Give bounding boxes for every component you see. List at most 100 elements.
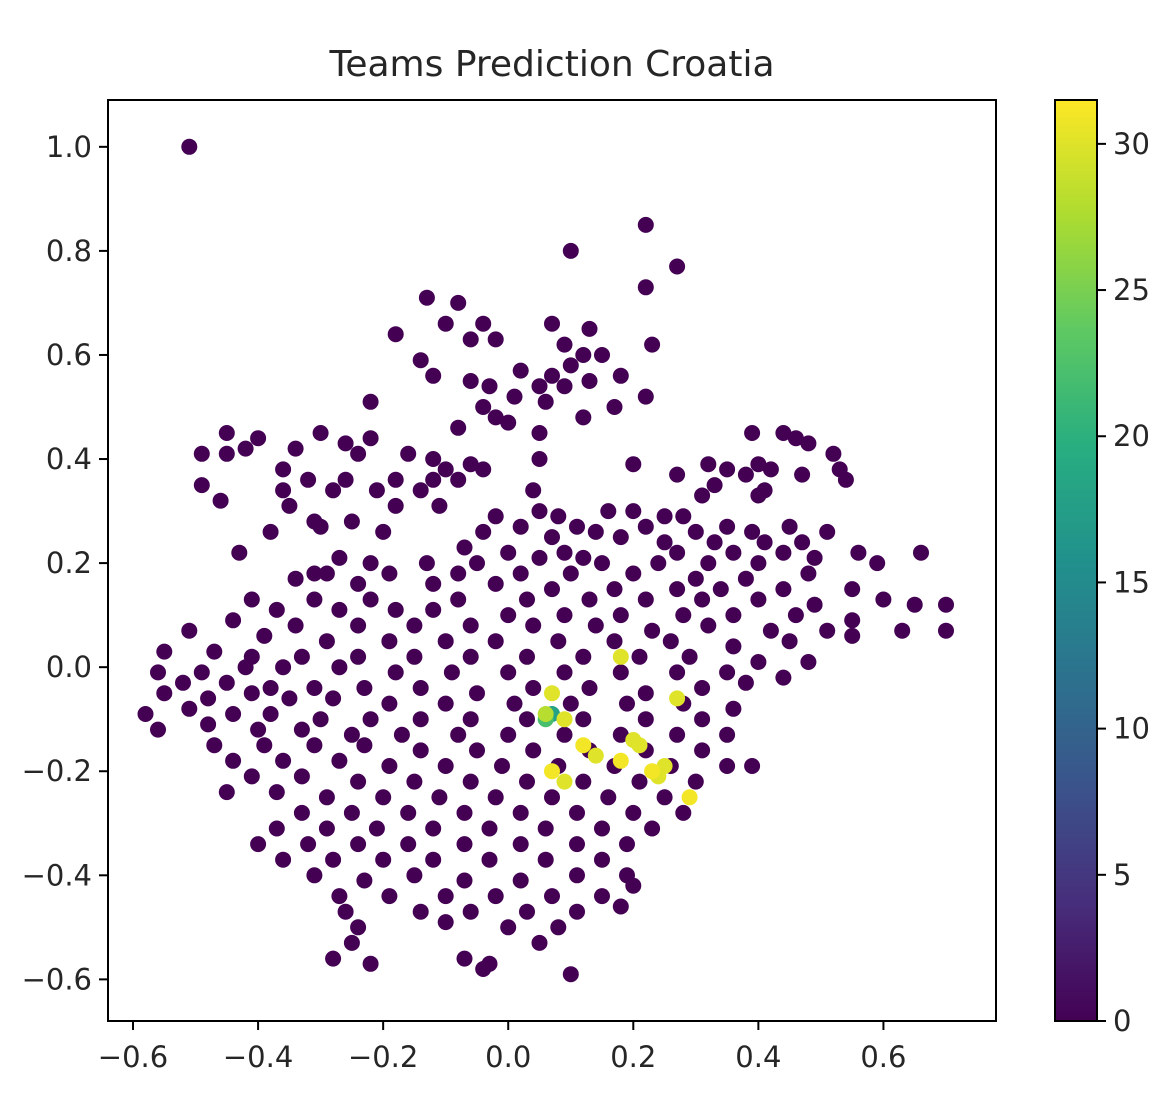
data-point bbox=[594, 820, 610, 837]
data-point bbox=[500, 664, 517, 681]
data-point bbox=[500, 919, 517, 936]
colorbar-tick-label: 20 bbox=[1113, 419, 1150, 453]
data-point bbox=[312, 425, 329, 441]
data-point bbox=[306, 565, 323, 582]
data-point bbox=[800, 435, 817, 452]
data-point bbox=[669, 581, 686, 598]
data-point bbox=[562, 565, 579, 582]
data-point bbox=[687, 570, 704, 587]
data-point bbox=[494, 758, 510, 774]
data-point bbox=[156, 685, 173, 702]
data-point bbox=[412, 711, 429, 728]
y-tick-label: −0.4 bbox=[22, 858, 92, 892]
data-point bbox=[750, 487, 767, 504]
data-point bbox=[462, 903, 479, 920]
data-point bbox=[562, 242, 579, 259]
data-point bbox=[850, 544, 867, 561]
data-point bbox=[612, 726, 629, 743]
data-point bbox=[644, 336, 661, 353]
data-point bbox=[569, 903, 585, 920]
x-tick-label: 0.4 bbox=[735, 1040, 781, 1074]
data-point bbox=[625, 565, 642, 582]
data-point bbox=[669, 544, 686, 561]
data-point bbox=[594, 888, 610, 905]
data-point bbox=[237, 659, 254, 676]
data-point bbox=[544, 367, 560, 384]
data-point bbox=[506, 388, 523, 405]
data-point bbox=[487, 633, 504, 650]
data-point bbox=[225, 612, 242, 629]
data-point bbox=[231, 544, 248, 561]
data-point bbox=[806, 549, 823, 566]
data-point bbox=[744, 523, 761, 540]
data-point bbox=[281, 497, 298, 514]
data-point bbox=[481, 851, 498, 868]
data-point bbox=[575, 409, 592, 426]
data-point bbox=[250, 430, 267, 447]
data-point bbox=[606, 633, 623, 650]
data-point bbox=[243, 768, 260, 785]
data-point bbox=[781, 633, 798, 650]
data-point bbox=[612, 898, 629, 915]
data-point bbox=[725, 638, 742, 655]
data-point bbox=[425, 575, 442, 592]
data-point bbox=[637, 711, 654, 728]
data-point bbox=[525, 482, 542, 499]
data-point bbox=[544, 789, 560, 806]
data-point bbox=[712, 581, 729, 598]
data-point bbox=[181, 700, 198, 717]
data-point bbox=[362, 393, 379, 410]
y-tick-label: 0.8 bbox=[46, 234, 92, 268]
data-point bbox=[350, 575, 367, 592]
data-point bbox=[625, 503, 642, 520]
data-point bbox=[412, 742, 429, 759]
data-point bbox=[181, 622, 198, 639]
data-point bbox=[694, 680, 711, 696]
data-point bbox=[406, 867, 423, 884]
data-point bbox=[669, 690, 686, 707]
data-point bbox=[581, 591, 598, 608]
data-point bbox=[706, 534, 723, 551]
data-point bbox=[694, 742, 711, 759]
data-point bbox=[450, 471, 467, 488]
data-point bbox=[337, 471, 354, 488]
data-point bbox=[612, 648, 629, 665]
data-point bbox=[612, 529, 629, 546]
data-point bbox=[325, 851, 342, 868]
data-point bbox=[575, 347, 592, 363]
data-point bbox=[737, 570, 754, 587]
data-point bbox=[281, 690, 298, 707]
data-point bbox=[312, 518, 329, 535]
data-point bbox=[300, 471, 317, 488]
data-point bbox=[669, 466, 686, 483]
data-point bbox=[200, 690, 217, 707]
data-point bbox=[606, 399, 623, 415]
data-point bbox=[656, 508, 673, 525]
y-tick-label: 0.0 bbox=[46, 650, 92, 684]
y-tick-label: 0.4 bbox=[46, 442, 92, 476]
data-point bbox=[356, 872, 373, 889]
data-point bbox=[462, 711, 479, 728]
data-point bbox=[381, 888, 398, 905]
data-point bbox=[500, 607, 517, 624]
data-point bbox=[656, 789, 673, 806]
data-point bbox=[356, 680, 373, 696]
data-point bbox=[456, 836, 473, 853]
data-point bbox=[437, 633, 454, 650]
data-point bbox=[512, 872, 529, 889]
data-point bbox=[750, 456, 767, 473]
data-point bbox=[775, 425, 792, 441]
data-point bbox=[644, 622, 661, 639]
data-point bbox=[519, 773, 535, 790]
data-point bbox=[675, 804, 692, 821]
data-point bbox=[562, 966, 579, 983]
data-point bbox=[631, 648, 648, 665]
data-point bbox=[469, 742, 485, 759]
data-point bbox=[268, 601, 285, 618]
data-point bbox=[381, 758, 398, 774]
data-point bbox=[293, 721, 310, 738]
data-point bbox=[650, 555, 667, 572]
data-point bbox=[512, 518, 529, 535]
data-point bbox=[318, 633, 335, 650]
data-point bbox=[594, 851, 610, 868]
